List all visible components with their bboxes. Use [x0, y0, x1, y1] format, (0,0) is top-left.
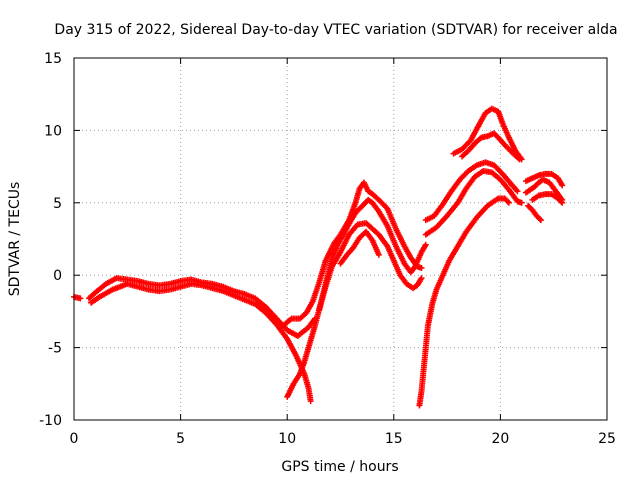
x-tick-label: 10: [278, 431, 296, 447]
data-point: [559, 199, 566, 206]
x-tick-label: 20: [491, 431, 509, 447]
data-point: [537, 217, 544, 224]
series-arc-a: [71, 293, 84, 302]
y-tick-label: 15: [44, 51, 62, 67]
series-arc-c: [88, 280, 314, 405]
series-arc-e: [279, 179, 425, 329]
series-arc-p: [529, 191, 566, 206]
series-arc-g: [337, 228, 382, 267]
data-point: [375, 251, 382, 258]
data-point: [418, 264, 425, 271]
axis-tick-labels: 0 5 10 15 20 25 -10 -5 0 5 10 15: [39, 51, 616, 447]
x-tick-label: 5: [176, 431, 185, 447]
y-tick-label: -10: [39, 413, 62, 429]
data-point: [514, 188, 521, 195]
series-arc-f: [316, 220, 425, 313]
series-arc-b: [85, 275, 318, 340]
plot-frame: [73, 57, 608, 421]
y-tick-label: -5: [48, 341, 62, 357]
series-arc-m: [522, 170, 566, 189]
x-axis-label: GPS time / hours: [281, 459, 398, 475]
y-tick-label: 5: [53, 196, 62, 212]
data-point: [536, 216, 543, 223]
x-tick-label: 25: [598, 431, 616, 447]
y-tick-label: 10: [44, 123, 62, 139]
data-point: [422, 241, 429, 248]
data-point: [77, 295, 84, 302]
data-point: [307, 398, 314, 405]
data-point: [383, 204, 390, 211]
series-arc-o: [525, 202, 544, 224]
series-arc-l: [459, 130, 523, 163]
y-axis-label: SDTVAR / TECUs: [7, 182, 23, 297]
data-point: [504, 198, 511, 205]
x-tick-label: 15: [385, 431, 403, 447]
chart-title: Day 315 of 2022, Sidereal Day-to-day VTE…: [54, 22, 617, 38]
data-point: [558, 198, 565, 205]
x-tick-label: 0: [70, 431, 79, 447]
series-arc-i: [422, 167, 525, 238]
series-arc-h: [416, 195, 512, 409]
y-tick-label: 0: [53, 268, 62, 284]
series-arc-j: [422, 159, 521, 224]
data-point: [505, 199, 512, 206]
data-point: [418, 275, 425, 282]
data-points: [71, 105, 566, 409]
data-point: [516, 156, 523, 163]
data-point: [559, 182, 566, 189]
data-point: [518, 199, 525, 206]
